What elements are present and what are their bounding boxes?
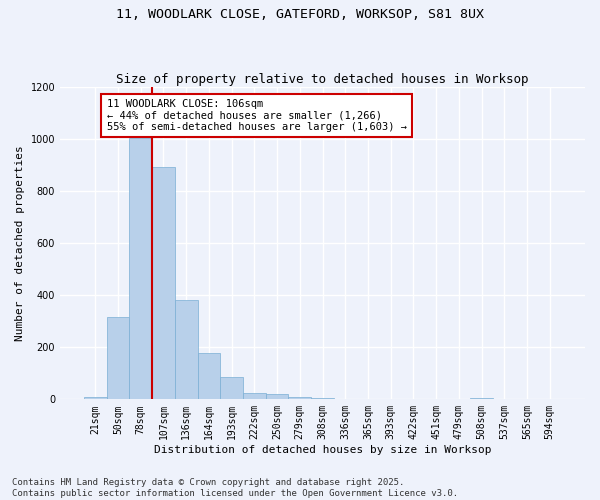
- Text: Contains HM Land Registry data © Crown copyright and database right 2025.
Contai: Contains HM Land Registry data © Crown c…: [12, 478, 458, 498]
- Bar: [470, 398, 493, 400]
- Bar: [84, 396, 107, 400]
- Bar: [243, 393, 266, 400]
- Bar: [152, 166, 175, 400]
- Bar: [197, 352, 220, 400]
- Bar: [130, 138, 152, 400]
- X-axis label: Distribution of detached houses by size in Worksop: Distribution of detached houses by size …: [154, 445, 491, 455]
- Bar: [311, 398, 334, 400]
- Bar: [289, 396, 311, 400]
- Title: Size of property relative to detached houses in Worksop: Size of property relative to detached ho…: [116, 73, 529, 86]
- Y-axis label: Number of detached properties: Number of detached properties: [15, 146, 25, 341]
- Text: 11, WOODLARK CLOSE, GATEFORD, WORKSOP, S81 8UX: 11, WOODLARK CLOSE, GATEFORD, WORKSOP, S…: [116, 8, 484, 20]
- Bar: [220, 377, 243, 400]
- Bar: [175, 300, 197, 400]
- Bar: [107, 318, 130, 400]
- Bar: [266, 394, 289, 400]
- Text: 11 WOODLARK CLOSE: 106sqm
← 44% of detached houses are smaller (1,266)
55% of se: 11 WOODLARK CLOSE: 106sqm ← 44% of detac…: [107, 99, 407, 132]
